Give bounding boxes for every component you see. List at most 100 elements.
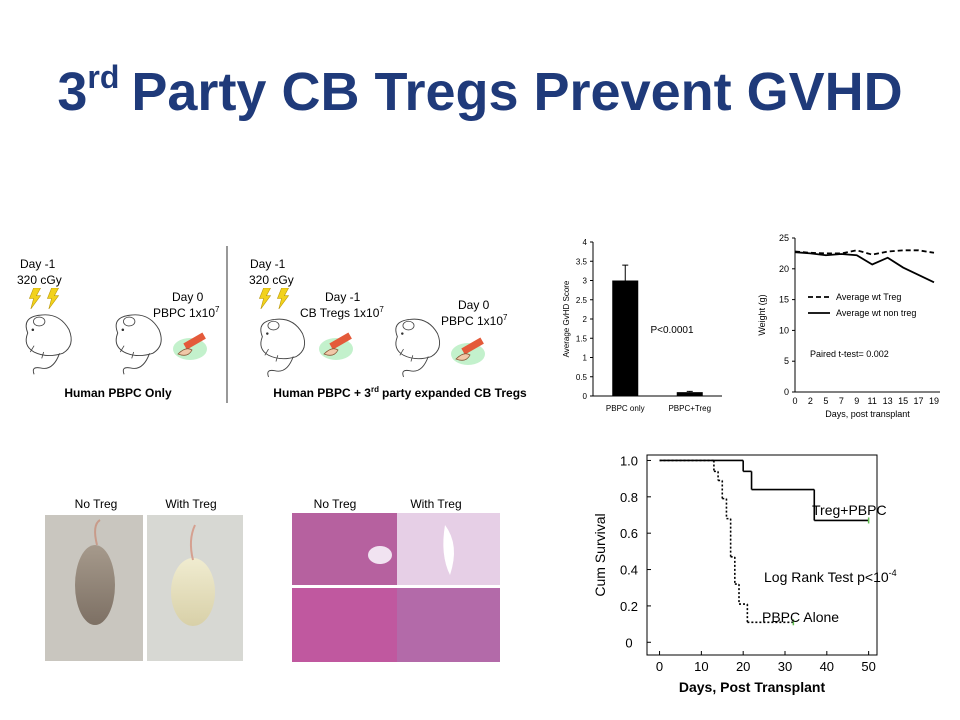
day-label: Day 0: [172, 290, 204, 304]
airway: [443, 525, 454, 575]
y-tick-label: 1: [583, 354, 588, 363]
chart: 0 0.5 1 1.5 2 2.5 3 3.5 4 PBPC only PBPC+Treg Avera…: [562, 238, 722, 413]
chart: 1.0 0.8 0.6 0.4 0.2 0 0 10 20 30 40 50 Treg+PBPC PBPC…: [592, 453, 897, 695]
caption-part: party expanded CB Tregs: [382, 386, 527, 400]
tail: [94, 519, 101, 546]
day-label: Day -1: [325, 290, 361, 304]
y-tick-label: 0: [784, 387, 789, 397]
title-number: 3: [57, 62, 87, 122]
airway: [368, 546, 392, 564]
x-tick-label: 20: [736, 659, 750, 674]
exponent: 7: [503, 313, 508, 322]
y-tick-label: 0.8: [620, 490, 638, 505]
x-tick-label: 0: [656, 659, 663, 674]
x-tick-label: 13: [883, 396, 893, 406]
error-bar: [686, 390, 693, 393]
legend-label: Average wt non treg: [836, 308, 916, 318]
y-tick-label: 2.5: [576, 296, 588, 305]
photo-label: No Treg: [75, 497, 118, 511]
annotation-exponent: -4: [889, 568, 897, 578]
x-tick-label: 15: [898, 396, 908, 406]
caption: Human PBPC + 3rd party expanded CB Tregs: [273, 385, 527, 400]
x-tick-label: 0: [792, 396, 797, 406]
photo-label: With Treg: [410, 497, 461, 511]
annotation: P<0.0001: [650, 325, 694, 336]
y-tick-label: 15: [779, 295, 789, 305]
injection-icon: [172, 332, 208, 361]
y-tick-label: 0.2: [620, 599, 638, 614]
annotation-text: Log Rank Test p<10: [764, 569, 889, 585]
y-tick-label: 0: [583, 392, 588, 401]
legend-label: Average wt Treg: [836, 292, 901, 302]
mouse-icon: [260, 318, 306, 378]
series-label: PBPC Alone: [762, 609, 839, 625]
x-tick-label: 5: [823, 396, 828, 406]
y-tick-label: 1.5: [576, 334, 588, 343]
annotation: Paired t-test= 0.002: [810, 349, 889, 359]
day-label: Day -1: [20, 257, 56, 271]
injection-icon: [318, 332, 354, 361]
day-label: Day -1: [250, 257, 286, 271]
mouse-icon: [115, 314, 162, 375]
y-tick-label: 2: [583, 315, 588, 324]
y-tick-label: 5: [784, 356, 789, 366]
dose-label: 320 cGy: [17, 273, 62, 287]
x-axis-label: Days, Post Transplant: [679, 679, 826, 695]
caption-part: Human PBPC + 3: [273, 386, 371, 400]
x-axis-label: Days, post transplant: [825, 409, 910, 419]
x-tick-label: PBPC only: [606, 404, 645, 413]
cells-label: PBPC 1x107: [441, 313, 508, 328]
annotation: Log Rank Test p<10-4: [764, 568, 897, 585]
y-tick-label: 20: [779, 264, 789, 274]
radiation-icon: [277, 288, 289, 309]
photo-label: No Treg: [314, 497, 357, 511]
mouse-icon: [25, 314, 72, 375]
y-axis-label: Cum Survival: [592, 513, 608, 596]
cells-label: PBPC 1x107: [153, 305, 220, 320]
title-superscript: rd: [87, 59, 119, 95]
photo-label: With Treg: [165, 497, 216, 511]
error-bar: [622, 264, 629, 281]
cells: PBPC 1x10: [153, 306, 215, 320]
cells: PBPC 1x10: [441, 314, 503, 328]
series-label: Treg+PBPC: [812, 502, 887, 518]
radiation-icon: [47, 288, 59, 309]
x-tick-label: 19: [929, 396, 939, 406]
y-tick-label: 10: [779, 325, 789, 335]
y-tick-label: 3.5: [576, 257, 588, 266]
mouse-photo: [171, 558, 215, 626]
y-tick-label: 0: [625, 635, 632, 650]
line: [794, 251, 935, 284]
mouse-photo: [75, 545, 115, 625]
cells: CB Tregs 1x10: [300, 306, 380, 320]
y-tick-label: 0.5: [576, 373, 588, 382]
dose-label: 320 cGy: [249, 273, 294, 287]
cells-label: CB Tregs 1x107: [300, 305, 384, 320]
bar: [676, 392, 703, 396]
exponent: 7: [215, 305, 220, 314]
radiation-icon: [259, 288, 271, 309]
x-tick-label: 40: [820, 659, 834, 674]
caption: Human PBPC Only: [64, 386, 172, 400]
exponent: 7: [379, 305, 384, 314]
bar: [612, 280, 639, 396]
x-tick-label: 11: [868, 396, 877, 406]
y-tick-label: 4: [583, 238, 588, 247]
x-tick-label: 50: [861, 659, 875, 674]
y-axis-label: Weight (g): [757, 294, 767, 335]
y-tick-label: 3: [583, 277, 588, 286]
y-axis-label: Average GvHD Score: [562, 280, 571, 357]
injection-icon: [450, 337, 486, 366]
mouse-photos: No Treg With Treg: [45, 497, 243, 661]
photo: [292, 588, 397, 662]
radiation-icon: [29, 288, 41, 309]
y-tick-label: 0.6: [620, 526, 638, 541]
photo: [397, 588, 500, 662]
day-label: Day 0: [458, 298, 490, 312]
y-tick-label: 0.4: [620, 563, 638, 578]
y-tick-label: 25: [779, 233, 789, 243]
plot-frame: [646, 454, 878, 656]
x-tick-label: PBPC+Treg: [668, 404, 711, 413]
